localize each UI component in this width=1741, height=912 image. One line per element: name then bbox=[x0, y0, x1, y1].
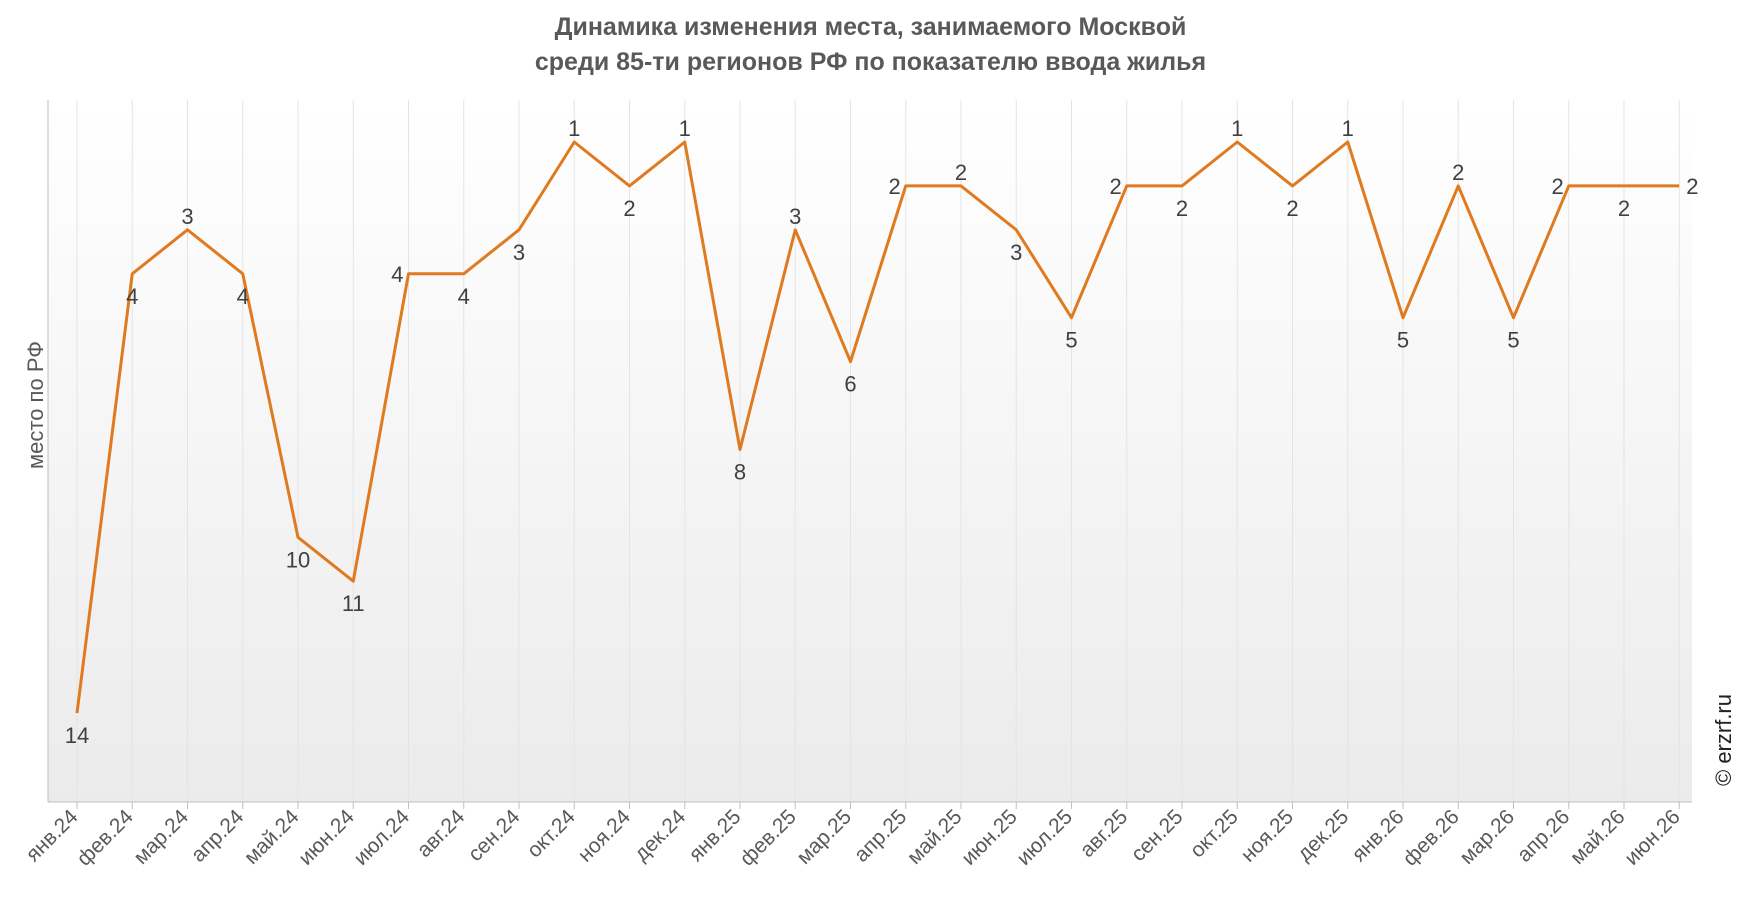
data-label: 2 bbox=[1552, 174, 1564, 199]
x-tick-label: мар.25 bbox=[792, 805, 856, 869]
data-label: 4 bbox=[237, 284, 249, 309]
chart-title-line-1: Динамика изменения места, занимаемого Мо… bbox=[554, 13, 1187, 41]
x-tick-label: дек.24 bbox=[630, 805, 691, 866]
x-tick-label: май.24 bbox=[240, 805, 304, 869]
x-tick-label: сен.24 bbox=[464, 805, 525, 866]
data-label: 1 bbox=[568, 116, 580, 141]
data-label: 4 bbox=[458, 284, 470, 309]
x-tick-label: июл.24 bbox=[349, 805, 414, 870]
x-tick-label: фев.26 bbox=[1399, 805, 1464, 870]
x-tick-label: апр.26 bbox=[1513, 805, 1574, 866]
data-label: 2 bbox=[1618, 196, 1630, 221]
data-label: 2 bbox=[955, 160, 967, 185]
x-tick-label: мар.24 bbox=[129, 805, 193, 869]
x-tick-label: июн.24 bbox=[294, 805, 359, 870]
x-axis-ticks: янв.24фев.24мар.24апр.24май.24июн.24июл.… bbox=[21, 802, 1685, 871]
x-tick-label: май.25 bbox=[903, 805, 967, 869]
data-label: 4 bbox=[391, 262, 403, 287]
data-label: 2 bbox=[1110, 174, 1122, 199]
data-label: 2 bbox=[1452, 160, 1464, 185]
chart-title-line-2: среди 85-ти регионов РФ по показателю вв… bbox=[534, 48, 1207, 76]
data-label: 1 bbox=[679, 116, 691, 141]
data-label: 2 bbox=[889, 174, 901, 199]
x-tick-label: окт.25 bbox=[1186, 805, 1243, 862]
x-tick-label: авг.24 bbox=[413, 805, 470, 862]
x-tick-label: янв.26 bbox=[1347, 805, 1408, 866]
data-label: 2 bbox=[1286, 196, 1298, 221]
x-tick-label: ноя.24 bbox=[574, 805, 636, 867]
data-label: 11 bbox=[342, 591, 365, 616]
data-label: 3 bbox=[513, 240, 525, 265]
x-tick-label: фев.24 bbox=[73, 805, 138, 870]
data-label: 2 bbox=[623, 196, 635, 221]
x-tick-label: июн.25 bbox=[957, 805, 1022, 870]
x-tick-label: июл.25 bbox=[1012, 805, 1077, 870]
data-label: 14 bbox=[65, 723, 89, 748]
data-label: 1 bbox=[1231, 116, 1243, 141]
data-label: 1 bbox=[1342, 116, 1354, 141]
x-tick-label: июн.26 bbox=[1620, 805, 1685, 870]
data-label: 4 bbox=[126, 284, 138, 309]
x-tick-label: авг.25 bbox=[1076, 805, 1133, 862]
x-tick-label: янв.25 bbox=[684, 805, 745, 866]
plot-area bbox=[48, 100, 1692, 802]
data-label: 3 bbox=[789, 204, 801, 229]
series-line bbox=[75, 140, 1680, 714]
x-tick-label: ноя.25 bbox=[1237, 805, 1298, 866]
x-tick-label: окт.24 bbox=[523, 805, 580, 862]
data-label: 5 bbox=[1397, 328, 1409, 353]
x-tick-label: янв.24 bbox=[21, 805, 82, 866]
data-label: 3 bbox=[1010, 240, 1022, 265]
data-label: 8 bbox=[734, 459, 746, 484]
x-tick-label: апр.24 bbox=[187, 805, 249, 867]
data-labels: 14 4 3 4 10 11 4 4 3 1 2 1 8 3 6 2 2 3 5 2 2 1 2 1 5 2 5 2 2 2 bbox=[65, 116, 1699, 748]
x-tick-label: фев.25 bbox=[736, 805, 801, 870]
x-tick-label: апр.25 bbox=[850, 805, 911, 866]
data-label: 5 bbox=[1507, 328, 1519, 353]
x-tick-label: мар.26 bbox=[1455, 805, 1519, 869]
data-label: 2 bbox=[1686, 174, 1698, 199]
x-tick-label: дек.25 bbox=[1293, 805, 1353, 865]
x-tick-label: май.26 bbox=[1566, 805, 1630, 869]
chart-title: Динамика изменения места, занимаемого Мо… bbox=[0, 10, 1741, 80]
data-label: 2 bbox=[1176, 196, 1188, 221]
x-tick-label: сен.25 bbox=[1127, 805, 1188, 866]
data-label: 10 bbox=[286, 547, 310, 572]
data-label: 5 bbox=[1065, 328, 1077, 353]
grid-lines bbox=[76, 100, 1680, 802]
data-label: 6 bbox=[844, 372, 856, 397]
data-label: 3 bbox=[181, 204, 193, 229]
